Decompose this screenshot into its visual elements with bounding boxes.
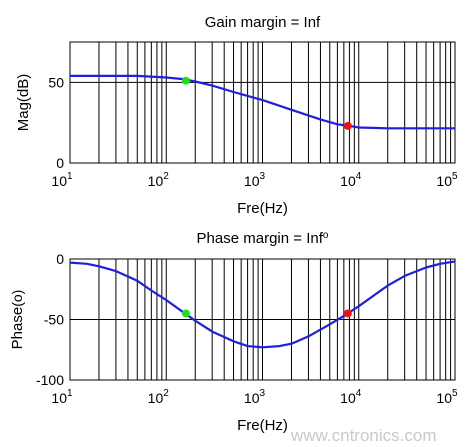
series-line [70,74,455,130]
x-tick-label: 101 [51,388,73,406]
data-marker [181,309,190,318]
phase-plot: 101 102 103 104 105 0 -50 -100 Phase margin = In… [9,230,458,434]
grid [70,259,455,380]
watermark: www.cntronics.com [290,426,436,445]
x-tick-label: 102 [148,171,170,189]
data-marker [181,76,190,85]
axes-frame [69,258,456,381]
x-axis-label: Fre(Hz) [237,200,288,217]
grid [70,42,455,163]
x-tick-label: 102 [148,388,170,406]
series-line [69,260,456,349]
data-marker [343,121,352,130]
x-axis-label: Fre(Hz) [237,417,288,434]
x-tick-label: 105 [436,388,458,406]
chart-title: Phase margin = Info [197,230,329,247]
y-tick-label: 0 [56,251,64,267]
y-tick-label: 50 [48,74,64,90]
axes-frame [69,41,456,164]
x-tick-label: 103 [244,171,266,189]
y-axis-label: Phase(o) [9,290,26,350]
y-tick-label: 0 [56,155,64,171]
magnitude-plot: 101 102 103 104 105 50 0 Gain margin = Inf Fre(H… [15,14,458,217]
x-tick-label: 103 [244,388,266,406]
x-tick-label: 104 [340,171,362,189]
y-tick-label: -100 [36,372,64,388]
chart-title: Gain margin = Inf [205,14,321,31]
data-marker [343,309,352,318]
x-tick-label: 105 [436,171,458,189]
x-tick-label: 101 [51,171,73,189]
y-tick-label: -50 [44,312,64,328]
y-axis-label: Mag(dB) [15,74,32,132]
x-tick-label: 104 [340,388,362,406]
